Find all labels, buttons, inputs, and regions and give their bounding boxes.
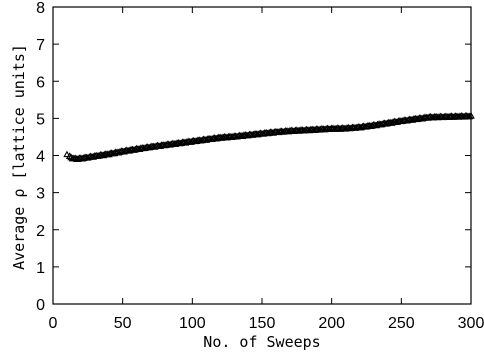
data-point [150,142,159,150]
y-tick-label: 8 [36,0,45,17]
data-point [65,152,74,160]
data-point [253,130,262,138]
data-point [125,146,134,154]
data-point [403,116,411,124]
data-point [84,153,92,161]
data-markers [63,111,475,162]
data-point [217,134,226,141]
data-point [114,148,123,156]
x-tick-label: 150 [249,315,276,332]
x-tick-label: 300 [458,315,484,332]
y-axis-label: Average ρ [lattice units] [10,44,28,270]
y-tick-label: 4 [36,149,45,166]
x-axis-label: No. of Sweeps [203,333,320,351]
data-point [171,140,180,147]
data-point [141,144,149,152]
data-point [156,142,165,149]
data-point [341,124,350,132]
data-point [467,111,475,119]
data-point [378,120,386,128]
data-point [202,136,211,143]
x-tick-label: 100 [179,315,206,332]
data-point [465,112,474,120]
data-point [423,113,432,121]
x-tick-label: 0 [49,315,58,332]
tick-labels: 0 50 100 150 200 250 300 0 1 2 3 4 5 6 7 8 [36,0,484,332]
data-point [408,115,417,123]
data-point [305,126,314,134]
y-tick-label: 7 [36,37,45,54]
data-point [89,152,98,160]
data-point [223,133,231,141]
data-point [187,138,195,145]
data-point [135,145,144,153]
data-point [269,128,277,136]
y-tick-label: 3 [36,186,45,203]
data-point [104,150,113,158]
data-point [372,121,381,129]
y-tick-label: 5 [36,111,45,128]
data-point [393,118,401,125]
y-tick-label: 2 [36,223,45,240]
data-point [208,135,216,143]
y-tick-label: 1 [36,260,45,277]
data-point [166,140,174,148]
axis-ticks [52,6,472,305]
x-tick-label: 250 [388,315,415,332]
data-point [120,147,128,155]
x-tick-label: 50 [114,315,132,332]
x-tick-label: 200 [318,315,345,332]
data-point [63,150,71,158]
data-point [320,125,329,133]
data-point [99,151,107,159]
data-point [238,132,247,139]
y-tick-label: 6 [36,74,45,91]
data-point [387,119,396,126]
y-tick-label: 0 [36,297,45,314]
data-point [357,123,365,131]
